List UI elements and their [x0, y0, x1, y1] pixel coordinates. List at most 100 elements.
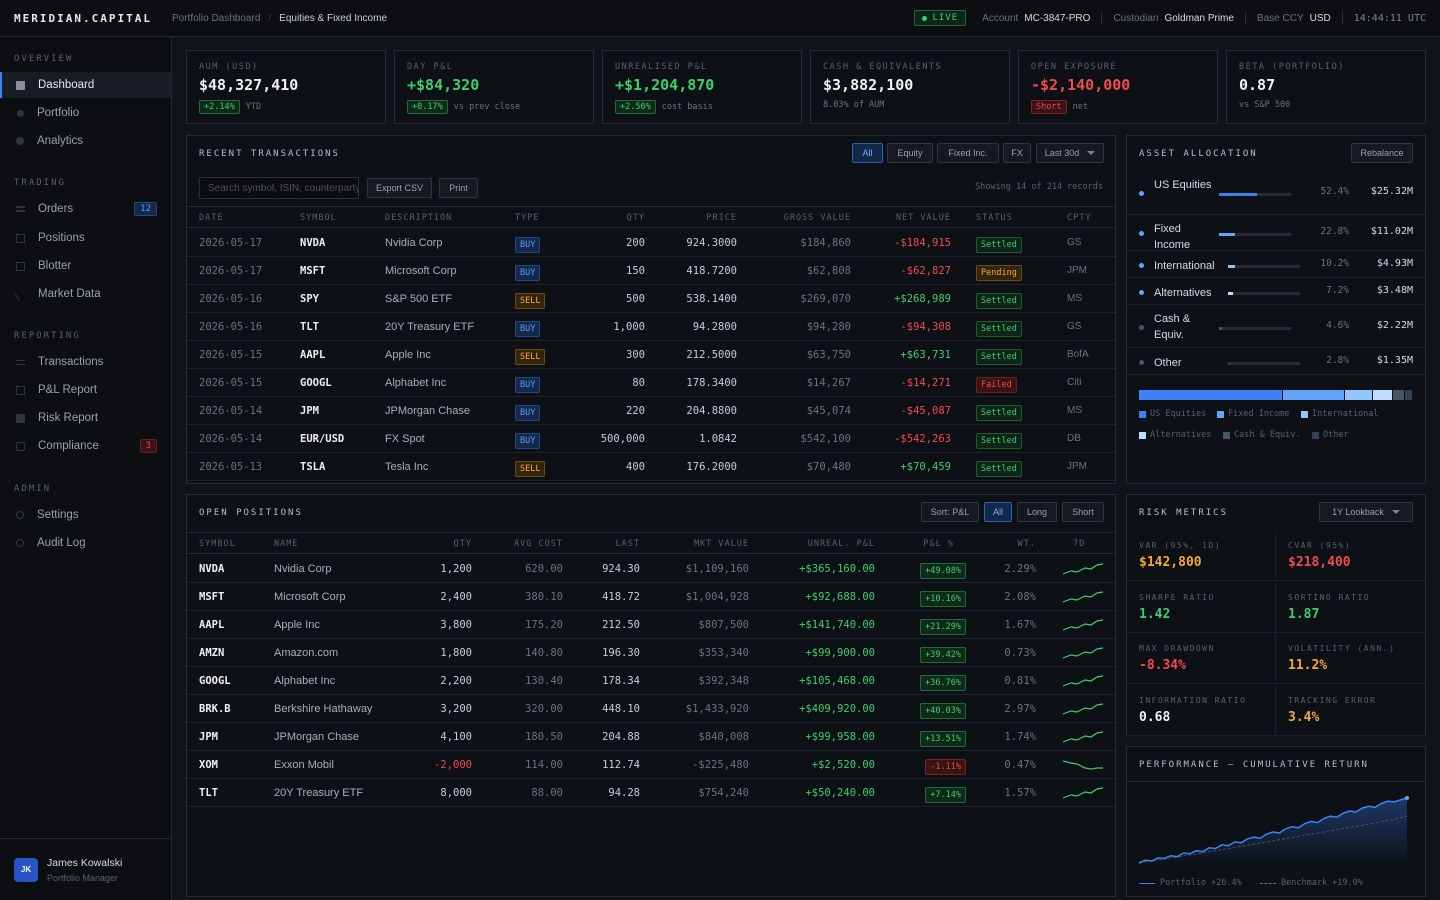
col-symbol[interactable]: SYMBOL [300, 213, 337, 223]
sidebar-item-settings[interactable]: Settings [0, 502, 171, 528]
lookback-dropdown[interactable]: 1Y Lookback [1319, 502, 1413, 522]
allocation-row[interactable]: Fixed Income 22.8% $11.02M [1127, 215, 1425, 251]
table-row[interactable]: TLT 20Y Treasury ETF 8,000 88.00 94.28 $754,2… [187, 779, 1115, 807]
sidebar-item-pnl-report[interactable]: P&L Report [0, 377, 171, 403]
col-mkt-value[interactable]: MKT VALUE [693, 539, 749, 549]
rebalance-button[interactable]: Rebalance [1351, 143, 1413, 163]
col-last[interactable]: LAST [615, 539, 640, 549]
tx-qty: 400 [626, 461, 645, 473]
risk-metric: VOLATILITY (ANN.) 11.2% [1276, 633, 1425, 684]
tx-description: 20Y Treasury ETF [385, 321, 475, 333]
table-row[interactable]: 2026-05-17 MSFT Microsoft Corp BUY 150 418.72… [187, 257, 1115, 285]
table-row[interactable]: 2026-05-15 GOOGL Alphabet Inc BUY 80 178.3400… [187, 369, 1115, 397]
table-row[interactable]: NVDA Nvidia Corp 1,200 620.00 924.30 $1,109,1… [187, 555, 1115, 583]
tx-status-badge: Settled [976, 293, 1022, 309]
sidebar-item-analytics[interactable]: Analytics [0, 128, 171, 154]
sparkline-7d [1063, 731, 1103, 743]
col-unreal-pnl[interactable]: UNREAL. P&L [807, 539, 875, 549]
col-price[interactable]: PRICE [706, 213, 737, 223]
col-avg-cost[interactable]: AVG COST [514, 539, 563, 549]
sidebar-item-audit-log[interactable]: Audit Log [0, 530, 171, 556]
col-qty[interactable]: QTY [453, 539, 472, 549]
sparkline-7d [1063, 563, 1103, 575]
tx-net-value: -$542,263 [894, 433, 951, 445]
col-description[interactable]: DESCRIPTION [385, 213, 453, 223]
table-row[interactable]: GOOGL Alphabet Inc 2,200 130.40 178.34 $392,3… [187, 667, 1115, 695]
kpi-cash: CASH & EQUIVALENTS $3,882,100 8.03% of A… [810, 50, 1010, 124]
allocation-row[interactable]: Alternatives 7.2% $3.48M [1127, 278, 1425, 305]
sidebar-item-compliance[interactable]: Compliance 3 [0, 433, 171, 459]
breadcrumb-parent[interactable]: Portfolio Dashboard [172, 12, 261, 24]
col-type[interactable]: TYPE [515, 213, 540, 223]
tx-counterparty: JPM [1067, 461, 1087, 472]
col-weight[interactable]: WT. [1017, 539, 1036, 549]
table-row[interactable]: 2026-05-14 EUR/USD FX Spot BUY 500,000 1.0842… [187, 425, 1115, 453]
legend-swatch [1223, 431, 1230, 439]
col-qty[interactable]: QTY [626, 213, 645, 223]
sidebar-item-portfolio[interactable]: Portfolio [0, 100, 171, 126]
col-date[interactable]: DATE [199, 213, 224, 223]
sidebar-item-transactions[interactable]: Transactions [0, 349, 171, 375]
positions-filter-short-button[interactable]: Short [1062, 502, 1104, 522]
col-cpty[interactable]: CPTY [1067, 213, 1092, 223]
sidebar-item-market-data[interactable]: Market Data [0, 281, 171, 307]
table-row[interactable]: JPM JPMorgan Chase 4,100 180.50 204.88 $840,0… [187, 723, 1115, 751]
col-symbol[interactable]: SYMBOL [199, 539, 236, 549]
table-row[interactable]: 2026-05-15 AAPL Apple Inc SELL 300 212.5000 $6… [187, 341, 1115, 369]
pos-pnl-pct-badge: +40.03% [920, 703, 966, 719]
table-row[interactable]: MSFT Microsoft Corp 2,400 380.10 418.72 $1,00… [187, 583, 1115, 611]
range-dropdown[interactable]: Last 30d [1036, 143, 1104, 163]
table-row[interactable]: 2026-05-17 NVDA Nvidia Corp BUY 200 924.3000 $… [187, 229, 1115, 257]
table-row[interactable]: BRK.B Berkshire Hathaway 3,200 320.00 448.10… [187, 695, 1115, 723]
allocation-row[interactable]: Other 2.8% $1.35M [1127, 348, 1425, 375]
transactions-icon [16, 359, 25, 365]
live-indicator: LIVE [914, 10, 967, 26]
sidebar-item-orders[interactable]: Orders 12 [0, 196, 171, 222]
tx-symbol: JPM [300, 405, 319, 417]
tx-price: 924.3000 [686, 237, 737, 249]
tx-date: 2026-05-15 [199, 377, 263, 389]
sidebar-item-positions[interactable]: Positions [0, 225, 171, 251]
legend-label: Other [1323, 430, 1349, 440]
col-pnl-pct[interactable]: P&L % [923, 539, 954, 549]
table-row[interactable]: 2026-05-16 SPY S&P 500 ETF SELL 500 538.1400 $… [187, 285, 1115, 313]
allocation-stacked-bar [1139, 390, 1413, 400]
sort-pnl-button[interactable]: Sort: P&L [921, 502, 979, 522]
positions-filter-long-button[interactable]: Long [1017, 502, 1057, 522]
filter-fx-button[interactable]: FX [1003, 143, 1031, 163]
sidebar-item-risk-report[interactable]: Risk Report [0, 405, 171, 431]
allocation-row[interactable]: Cash & Equiv. 4.6% $2.22M [1127, 305, 1425, 348]
col-gross-value[interactable]: GROSS VALUE [783, 213, 851, 223]
allocation-row[interactable]: US Equities 52.4% $25.32M [1127, 171, 1425, 215]
table-row[interactable]: 2026-05-14 JPM JPMorgan Chase BUY 220 204.880… [187, 397, 1115, 425]
sidebar-item-dashboard[interactable]: Dashboard [0, 72, 171, 98]
positions-filter-all-button[interactable]: All [984, 502, 1012, 522]
allocation-row[interactable]: International 10.2% $4.93M [1127, 251, 1425, 278]
tx-qty: 200 [626, 237, 645, 249]
export-csv-button[interactable]: Export CSV [367, 178, 432, 198]
table-row[interactable]: AAPL Apple Inc 3,800 175.20 212.50 $807,500 +$… [187, 611, 1115, 639]
filter-equity-button[interactable]: Equity [887, 143, 933, 163]
table-row[interactable]: 2026-05-13 TSLA Tesla Inc SELL 400 176.2000 $7… [187, 453, 1115, 481]
col-name[interactable]: NAME [274, 539, 299, 549]
pos-weight: 0.73% [1004, 647, 1036, 659]
table-row[interactable]: XOM Exxon Mobil -2,000 114.00 112.74 -$225,48… [187, 751, 1115, 779]
kpi-change-chip: +2.56% [615, 100, 656, 114]
col-7d[interactable]: 7D [1073, 539, 1086, 549]
risk-metric: INFORMATION RATIO 0.68 [1127, 684, 1276, 736]
kpi-label: BETA (PORTFOLIO) [1239, 62, 1345, 72]
sidebar-item-blotter[interactable]: Blotter [0, 253, 171, 279]
table-row[interactable]: 2026-05-16 TLT 20Y Treasury ETF BUY 1,000 94.… [187, 313, 1115, 341]
pos-last: 448.10 [602, 703, 640, 715]
table-row[interactable]: AMZN Amazon.com 1,800 140.80 196.30 $353,340 +… [187, 639, 1115, 667]
print-button[interactable]: Print [439, 178, 478, 198]
user-profile[interactable]: JK James Kowalski Portfolio Manager [0, 838, 171, 900]
filter-all-button[interactable]: All [852, 143, 883, 163]
panel-title: PERFORMANCE — CUMULATIVE RETURN [1139, 760, 1369, 770]
col-status[interactable]: STATUS [976, 213, 1013, 223]
filter-fixed-income-button[interactable]: Fixed Inc. [937, 143, 999, 163]
performance-panel: PERFORMANCE — CUMULATIVE RETURN Portfoli… [1126, 746, 1426, 897]
transaction-search-input[interactable]: Search symbol, ISIN, counterparty [199, 177, 359, 199]
col-net-value[interactable]: NET VALUE [895, 213, 951, 223]
pos-name: Nvidia Corp [274, 563, 332, 575]
